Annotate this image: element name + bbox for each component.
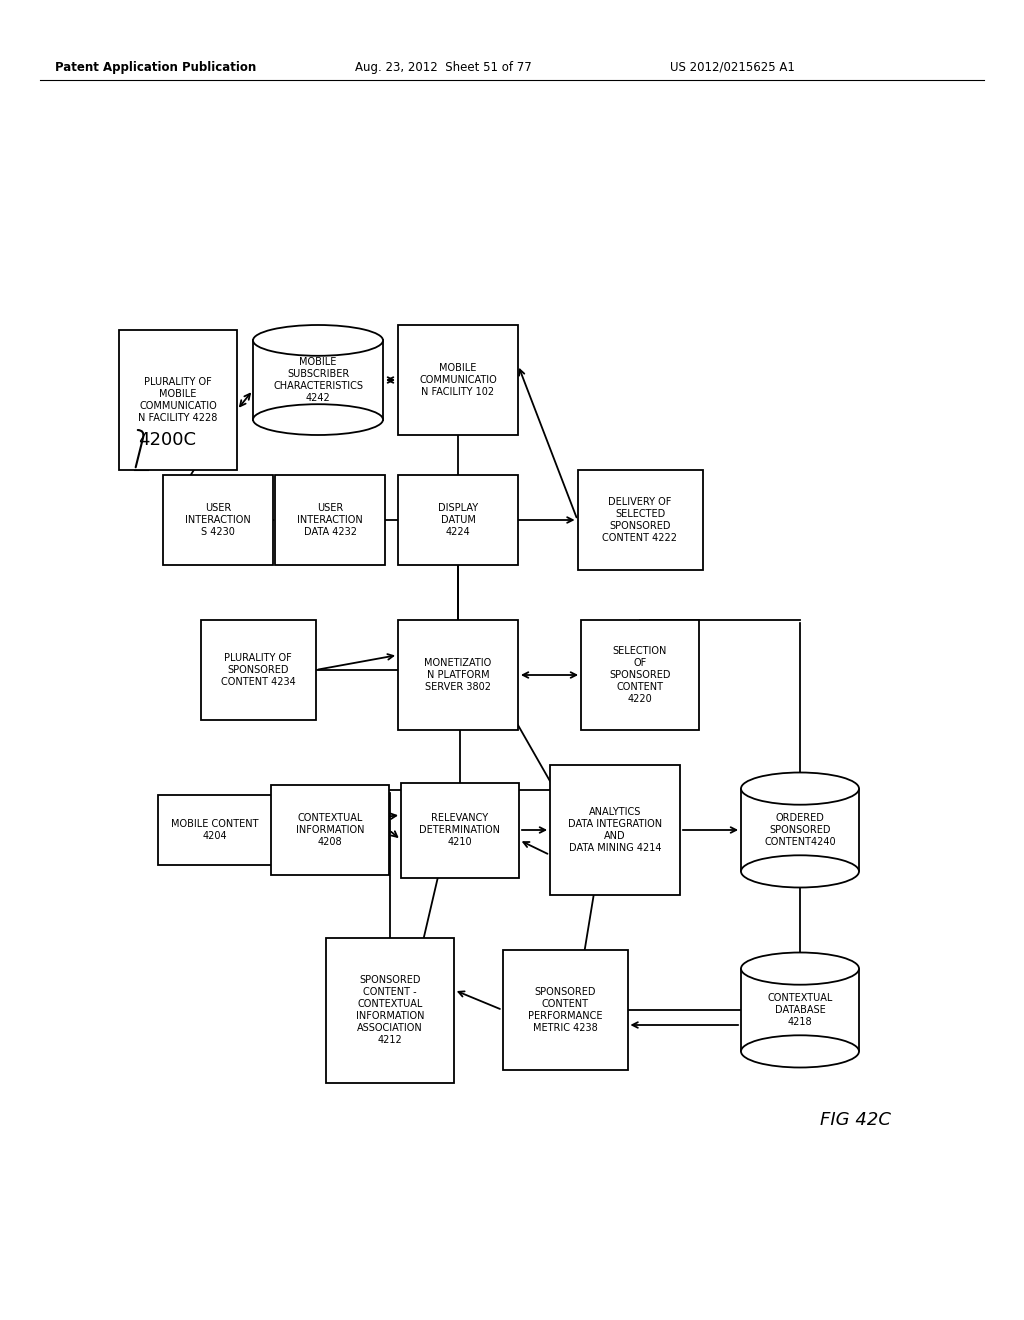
Text: USER
INTERACTION
S 4230: USER INTERACTION S 4230 — [185, 503, 251, 537]
Text: MONETIZATIO
N PLATFORM
SERVER 3802: MONETIZATIO N PLATFORM SERVER 3802 — [424, 657, 492, 692]
Text: FIG 42C: FIG 42C — [820, 1111, 891, 1129]
Ellipse shape — [741, 772, 859, 805]
Bar — [550, 766, 680, 895]
Ellipse shape — [741, 1035, 859, 1068]
Bar — [741, 788, 859, 871]
Text: CONTEXTUAL
INFORMATION
4208: CONTEXTUAL INFORMATION 4208 — [296, 813, 365, 847]
Bar — [398, 325, 518, 436]
Bar — [271, 785, 389, 875]
Text: DELIVERY OF
SELECTED
SPONSORED
CONTENT 4222: DELIVERY OF SELECTED SPONSORED CONTENT 4… — [602, 498, 678, 543]
Text: DISPLAY
DATUM
4224: DISPLAY DATUM 4224 — [438, 503, 478, 537]
Ellipse shape — [253, 325, 383, 356]
Bar — [741, 969, 859, 1052]
Text: US 2012/0215625 A1: US 2012/0215625 A1 — [670, 61, 795, 74]
Text: SPONSORED
CONTENT
PERFORMANCE
METRIC 4238: SPONSORED CONTENT PERFORMANCE METRIC 423… — [527, 987, 602, 1034]
Text: Aug. 23, 2012  Sheet 51 of 77: Aug. 23, 2012 Sheet 51 of 77 — [355, 61, 531, 74]
Bar — [503, 950, 628, 1071]
Bar — [119, 330, 237, 470]
Text: MOBILE CONTENT
4204: MOBILE CONTENT 4204 — [171, 818, 259, 841]
Bar — [201, 620, 315, 719]
Text: 4200C: 4200C — [138, 432, 196, 449]
Bar — [326, 937, 454, 1082]
Bar — [398, 620, 518, 730]
Text: MOBILE
COMMUNICATIO
N FACILITY 102: MOBILE COMMUNICATIO N FACILITY 102 — [419, 363, 497, 397]
Text: ANALYTICS
DATA INTEGRATION
AND
DATA MINING 4214: ANALYTICS DATA INTEGRATION AND DATA MINI… — [568, 807, 663, 853]
Ellipse shape — [741, 855, 859, 887]
Bar — [253, 341, 383, 420]
Bar — [158, 795, 272, 865]
Text: USER
INTERACTION
DATA 4232: USER INTERACTION DATA 4232 — [297, 503, 362, 537]
Bar — [275, 475, 385, 565]
Bar — [581, 620, 699, 730]
Text: MOBILE
SUBSCRIBER
CHARACTERISTICS
4242: MOBILE SUBSCRIBER CHARACTERISTICS 4242 — [273, 356, 362, 403]
Ellipse shape — [253, 404, 383, 436]
Ellipse shape — [741, 953, 859, 985]
Text: CONTEXTUAL
DATABASE
4218: CONTEXTUAL DATABASE 4218 — [767, 993, 833, 1027]
Bar — [578, 470, 702, 570]
Bar — [398, 475, 518, 565]
Text: PLURALITY OF
MOBILE
COMMUNICATIO
N FACILITY 4228: PLURALITY OF MOBILE COMMUNICATIO N FACIL… — [138, 378, 218, 422]
Bar — [401, 783, 519, 878]
Text: SPONSORED
CONTENT -
CONTEXTUAL
INFORMATION
ASSOCIATION
4212: SPONSORED CONTENT - CONTEXTUAL INFORMATI… — [355, 975, 424, 1045]
Bar — [163, 475, 273, 565]
Text: RELEVANCY
DETERMINATION
4210: RELEVANCY DETERMINATION 4210 — [420, 813, 501, 847]
Text: ORDERED
SPONSORED
CONTENT4240: ORDERED SPONSORED CONTENT4240 — [764, 813, 836, 847]
Text: SELECTION
OF
SPONSORED
CONTENT
4220: SELECTION OF SPONSORED CONTENT 4220 — [609, 645, 671, 704]
Text: PLURALITY OF
SPONSORED
CONTENT 4234: PLURALITY OF SPONSORED CONTENT 4234 — [220, 653, 295, 686]
Text: Patent Application Publication: Patent Application Publication — [55, 61, 256, 74]
